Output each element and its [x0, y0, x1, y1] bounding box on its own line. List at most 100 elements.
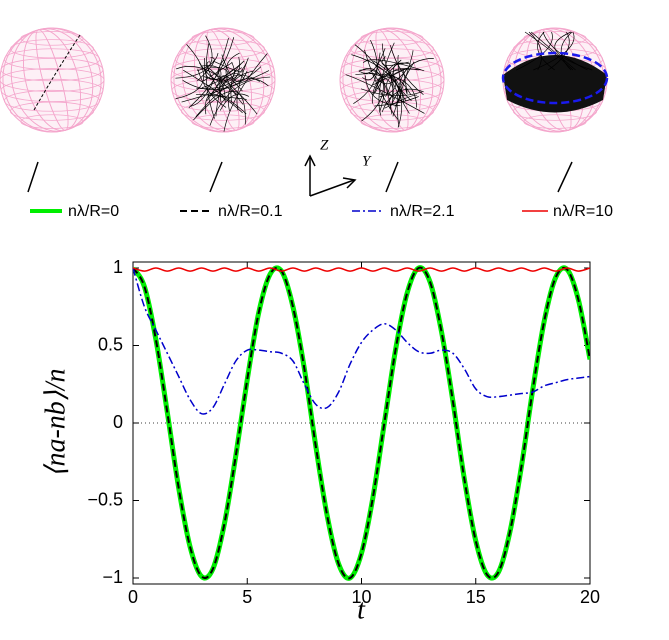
trajectory — [354, 44, 384, 122]
trajectory — [195, 94, 247, 100]
leader-lines — [27, 161, 573, 193]
band — [503, 55, 607, 113]
parallel — [174, 89, 272, 112]
trajectory — [209, 73, 245, 97]
bloch-spheres — [0, 27, 609, 133]
legend-label: nλ/R=0.1 — [218, 203, 283, 220]
trajectory — [209, 76, 271, 126]
arrowhead — [304, 154, 316, 167]
series-line — [133, 266, 590, 580]
x-tick-label: 15 — [466, 587, 486, 607]
trajectory — [530, 31, 576, 71]
trajectory — [212, 60, 244, 73]
parallel — [191, 114, 255, 129]
trajectory — [537, 31, 555, 71]
parallel — [0, 57, 104, 82]
leader — [209, 161, 223, 193]
y-axis-label: ⟨na-nb⟩/n — [40, 369, 71, 478]
trajectory — [516, 31, 553, 71]
x-tick-label: 0 — [128, 587, 138, 607]
y-arrow — [309, 179, 355, 197]
parallel — [10, 101, 94, 121]
trajectory — [203, 61, 235, 81]
legend-label: nλ/R=2.1 — [390, 203, 455, 220]
parallel — [191, 31, 255, 46]
leader — [557, 161, 573, 193]
axes-icon — [304, 154, 357, 197]
trajectory — [378, 42, 395, 116]
legend-label: nλ/R=10 — [553, 203, 613, 220]
trajectory — [390, 45, 424, 96]
trajectory — [221, 54, 248, 83]
trajectory — [236, 57, 249, 111]
trajectory — [197, 52, 219, 72]
trajectory — [188, 37, 235, 109]
x-tick-label: 20 — [580, 587, 600, 607]
parallel — [174, 48, 272, 71]
trajectory — [189, 37, 229, 107]
trajectory — [195, 78, 269, 118]
trajectory — [560, 31, 573, 71]
meridian — [173, 27, 273, 133]
trajectory — [528, 31, 543, 71]
parallel — [523, 114, 587, 129]
sphere — [339, 27, 445, 133]
axis-annotation: Z — [320, 137, 329, 153]
y-tick-label: 0.5 — [98, 334, 123, 354]
trajectory — [183, 69, 247, 115]
parallel — [360, 114, 424, 129]
parallel — [20, 31, 84, 46]
sphere — [501, 27, 609, 133]
parallel — [0, 68, 105, 92]
x-tick-label: 10 — [351, 587, 371, 607]
trajectory — [205, 94, 243, 115]
y-tick-label: −0.5 — [87, 489, 123, 509]
arrowhead — [342, 177, 357, 189]
parallel — [180, 101, 265, 121]
parallel — [349, 39, 434, 59]
trajectory — [175, 66, 258, 115]
trajectory — [219, 93, 249, 111]
sphere — [170, 27, 276, 133]
trajectory — [353, 39, 378, 105]
x-tick-label: 5 — [242, 587, 252, 607]
trajectory — [378, 58, 394, 105]
parallel — [349, 101, 434, 121]
trajectory — [392, 50, 414, 117]
orbit — [501, 51, 609, 105]
leader — [385, 161, 399, 193]
trajectory — [368, 72, 394, 104]
trajectory — [364, 75, 401, 107]
parallel — [3, 89, 101, 112]
trajectory — [205, 42, 215, 119]
parallel — [3, 48, 101, 71]
trajectory — [197, 57, 215, 82]
trajectory — [542, 31, 588, 71]
trajectory — [203, 58, 245, 80]
trajectory — [175, 44, 205, 100]
series-line — [133, 267, 590, 415]
trajectory — [203, 62, 233, 82]
trajectory — [384, 94, 418, 109]
trajectory — [374, 75, 405, 96]
trajectory — [223, 53, 268, 132]
y-tick-label: 0 — [113, 412, 123, 432]
trajectory — [33, 34, 81, 111]
trajectory — [196, 56, 240, 89]
trajectory — [206, 61, 227, 102]
trajectory — [381, 56, 409, 66]
trajectory — [360, 48, 386, 74]
series-line — [133, 267, 590, 272]
trajectory — [200, 65, 222, 102]
trajectory — [376, 63, 397, 82]
parallel — [20, 114, 84, 129]
trajectory — [396, 58, 434, 127]
legend-label: nλ/R=0 — [68, 203, 119, 220]
x-axis-label: t — [357, 594, 366, 625]
trajectory — [198, 62, 247, 83]
trajectory — [381, 43, 410, 114]
meridian — [2, 27, 102, 133]
trajectory — [364, 49, 399, 121]
